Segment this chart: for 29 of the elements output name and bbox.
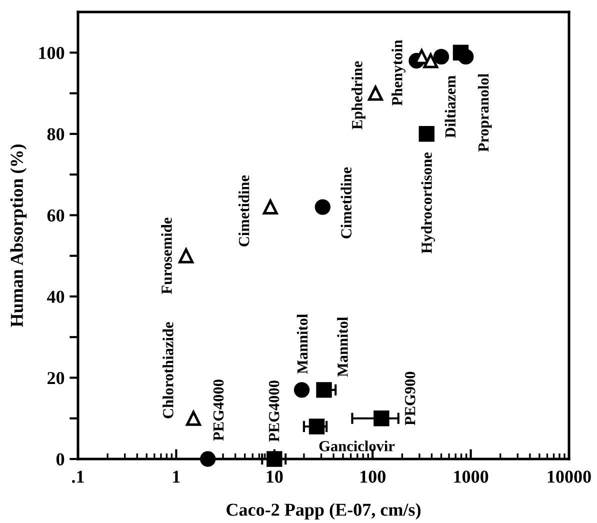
annotation: PEG900 <box>404 372 416 426</box>
annotation: Propranolol <box>478 74 492 152</box>
annotation: Chlorothiazide <box>162 322 174 418</box>
annotation: Furosemide <box>161 218 172 294</box>
x-axis-title: Caco-2 Papp (E-07, cm/s) <box>226 503 420 520</box>
annotation: PEG4000 <box>268 380 280 442</box>
annotation: Diltiazem <box>444 76 456 138</box>
y-tick-label: 100 <box>39 46 64 60</box>
x-tick-label: .1 <box>72 470 84 483</box>
annotation: Ganciclovir <box>319 440 395 452</box>
x-tick-label: 100 <box>360 470 386 483</box>
annotation: Mannitol <box>296 314 308 374</box>
x-tick-label: 1 <box>173 470 180 483</box>
y-axis-title: Human Absorption (%) <box>10 144 27 327</box>
annotation: Cimetidine <box>340 167 352 238</box>
annotation: PEG4000 <box>213 380 224 441</box>
annotation: Phenytoin <box>392 40 406 106</box>
annotation: Mannitol <box>337 317 348 377</box>
y-tick-label: 40 <box>47 290 64 303</box>
y-tick-label: 20 <box>48 372 64 384</box>
annotation: Cimetidine <box>238 175 250 246</box>
y-tick-label: 80 <box>47 128 64 140</box>
x-tick-label: 1000 <box>454 470 488 483</box>
x-tick-label: 10000 <box>548 470 591 483</box>
annotation: Ephedrine <box>352 61 366 130</box>
annotation: Hydrocortisone <box>421 152 436 254</box>
y-tick-label: 60 <box>47 209 64 222</box>
y-tick-label: 0 <box>56 453 64 466</box>
x-tick-label: 10 <box>266 470 283 483</box>
